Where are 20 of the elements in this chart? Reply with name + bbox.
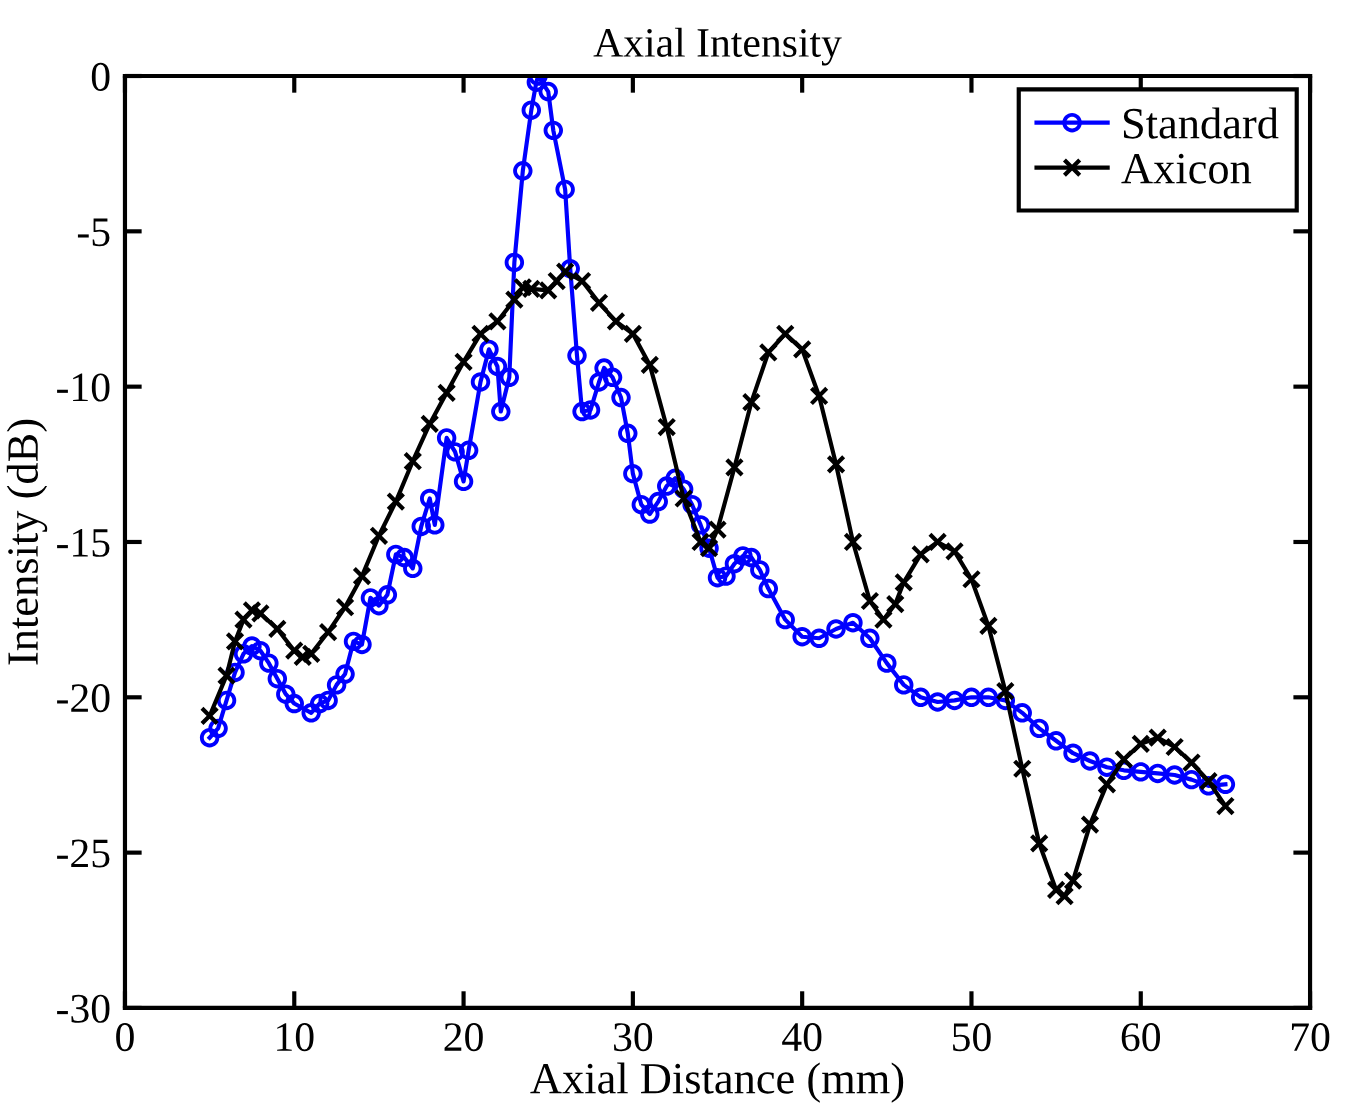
x-tick-label: 60	[1121, 1023, 1161, 1052]
y-tick-label: -10	[57, 373, 110, 402]
y-tick-label: 0	[91, 62, 110, 91]
y-axis-title: Intensity (dB)	[6, 419, 48, 665]
x-tick-label: 40	[782, 1023, 822, 1052]
x-tick-label: 0	[116, 1023, 134, 1052]
x-tick-label: 30	[614, 1023, 653, 1052]
x-tick-label: 20	[444, 1023, 483, 1052]
y-tick-label: -5	[77, 218, 110, 247]
y-tick-label: -15	[57, 528, 110, 557]
legend-label: Axicon	[1121, 153, 1252, 184]
y-tick-label: -20	[57, 684, 110, 713]
x-tick-label: 50	[953, 1023, 991, 1052]
y-tick-label: -30	[57, 994, 110, 1023]
legend-label: Standard	[1123, 107, 1279, 139]
x-tick-label: 70	[1291, 1023, 1330, 1052]
x-tick-label: 10	[277, 1023, 314, 1052]
y-tick-label: -25	[57, 839, 110, 868]
x-axis-title: Axial Distance (mm)	[530, 1062, 904, 1103]
chart-title: Axial Intensity	[593, 27, 842, 66]
